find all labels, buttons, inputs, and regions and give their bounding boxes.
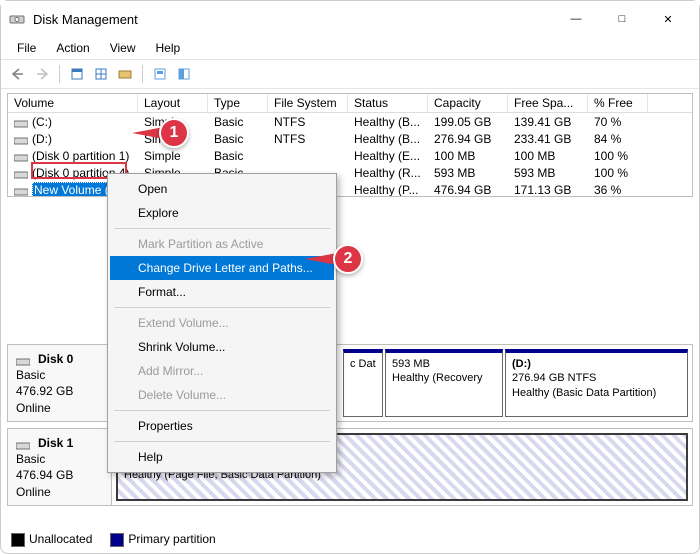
back-button[interactable] <box>7 63 29 85</box>
menu-shrink[interactable]: Shrink Volume... <box>110 335 334 359</box>
drive-icon <box>14 117 28 127</box>
menu-open[interactable]: Open <box>110 177 334 201</box>
partition[interactable]: c Dat <box>343 349 383 417</box>
menu-separator <box>114 228 330 229</box>
menu-separator <box>114 441 330 442</box>
table-row[interactable]: (Disk 0 partition 1) Simple Basic Health… <box>8 147 692 164</box>
menu-file[interactable]: File <box>9 39 44 57</box>
toolbar-icon-4[interactable] <box>149 63 171 85</box>
window-title: Disk Management <box>33 12 553 27</box>
disk-icon <box>16 354 30 364</box>
col-freespace[interactable]: Free Spa... <box>508 94 588 112</box>
disk-info: Disk 0 Basic 476.92 GB Online <box>8 345 112 421</box>
callout-2: 2 <box>333 244 363 274</box>
window-controls: — □ ✕ <box>553 1 691 37</box>
drive-icon <box>14 151 28 161</box>
menu-help[interactable]: Help <box>148 39 189 57</box>
menu-separator <box>114 410 330 411</box>
minimize-button[interactable]: — <box>553 1 599 37</box>
menubar: File Action View Help <box>1 37 699 59</box>
col-layout[interactable]: Layout <box>138 94 208 112</box>
menu-add-mirror: Add Mirror... <box>110 359 334 383</box>
menu-format[interactable]: Format... <box>110 280 334 304</box>
forward-button[interactable] <box>31 63 53 85</box>
menu-separator <box>114 307 330 308</box>
table-row[interactable]: (D:) Simple Basic NTFS Healthy (B... 276… <box>8 130 692 147</box>
legend: Unallocated Primary partition <box>11 532 216 547</box>
swatch-unallocated <box>11 533 25 547</box>
disk-info: Disk 1 Basic 476.94 GB Online <box>8 429 112 505</box>
table-row[interactable]: (C:) Simple Basic NTFS Healthy (B... 199… <box>8 113 692 130</box>
maximize-button[interactable]: □ <box>599 1 645 37</box>
disk-management-icon <box>9 11 25 27</box>
menu-view[interactable]: View <box>102 39 144 57</box>
col-filesystem[interactable]: File System <box>268 94 348 112</box>
menu-help[interactable]: Help <box>110 445 334 469</box>
partition[interactable]: 593 MB Healthy (Recovery <box>385 349 503 417</box>
col-status[interactable]: Status <box>348 94 428 112</box>
menu-delete: Delete Volume... <box>110 383 334 407</box>
drive-icon <box>14 185 28 195</box>
menu-explore[interactable]: Explore <box>110 201 334 225</box>
menu-extend: Extend Volume... <box>110 311 334 335</box>
toolbar-icon-3[interactable] <box>114 63 136 85</box>
toolbar <box>1 59 699 89</box>
menu-properties[interactable]: Properties <box>110 414 334 438</box>
col-pctfree[interactable]: % Free <box>588 94 648 112</box>
partition[interactable]: (D:) 276.94 GB NTFS Healthy (Basic Data … <box>505 349 688 417</box>
swatch-primary <box>110 533 124 547</box>
menu-change-drive-letter[interactable]: Change Drive Letter and Paths... <box>110 256 334 280</box>
list-header[interactable]: Volume Layout Type File System Status Ca… <box>8 94 692 113</box>
drive-icon <box>14 134 28 144</box>
col-type[interactable]: Type <box>208 94 268 112</box>
close-button[interactable]: ✕ <box>645 1 691 37</box>
col-capacity[interactable]: Capacity <box>428 94 508 112</box>
drive-icon <box>14 168 28 178</box>
titlebar: Disk Management — □ ✕ <box>1 1 699 37</box>
col-volume[interactable]: Volume <box>8 94 138 112</box>
menu-action[interactable]: Action <box>48 39 97 57</box>
toolbar-icon-2[interactable] <box>90 63 112 85</box>
toolbar-icon-5[interactable] <box>173 63 195 85</box>
menu-mark-active: Mark Partition as Active <box>110 232 334 256</box>
disk-icon <box>16 438 30 448</box>
context-menu: Open Explore Mark Partition as Active Ch… <box>107 173 337 473</box>
callout-1: 1 <box>159 118 189 148</box>
toolbar-icon-1[interactable] <box>66 63 88 85</box>
